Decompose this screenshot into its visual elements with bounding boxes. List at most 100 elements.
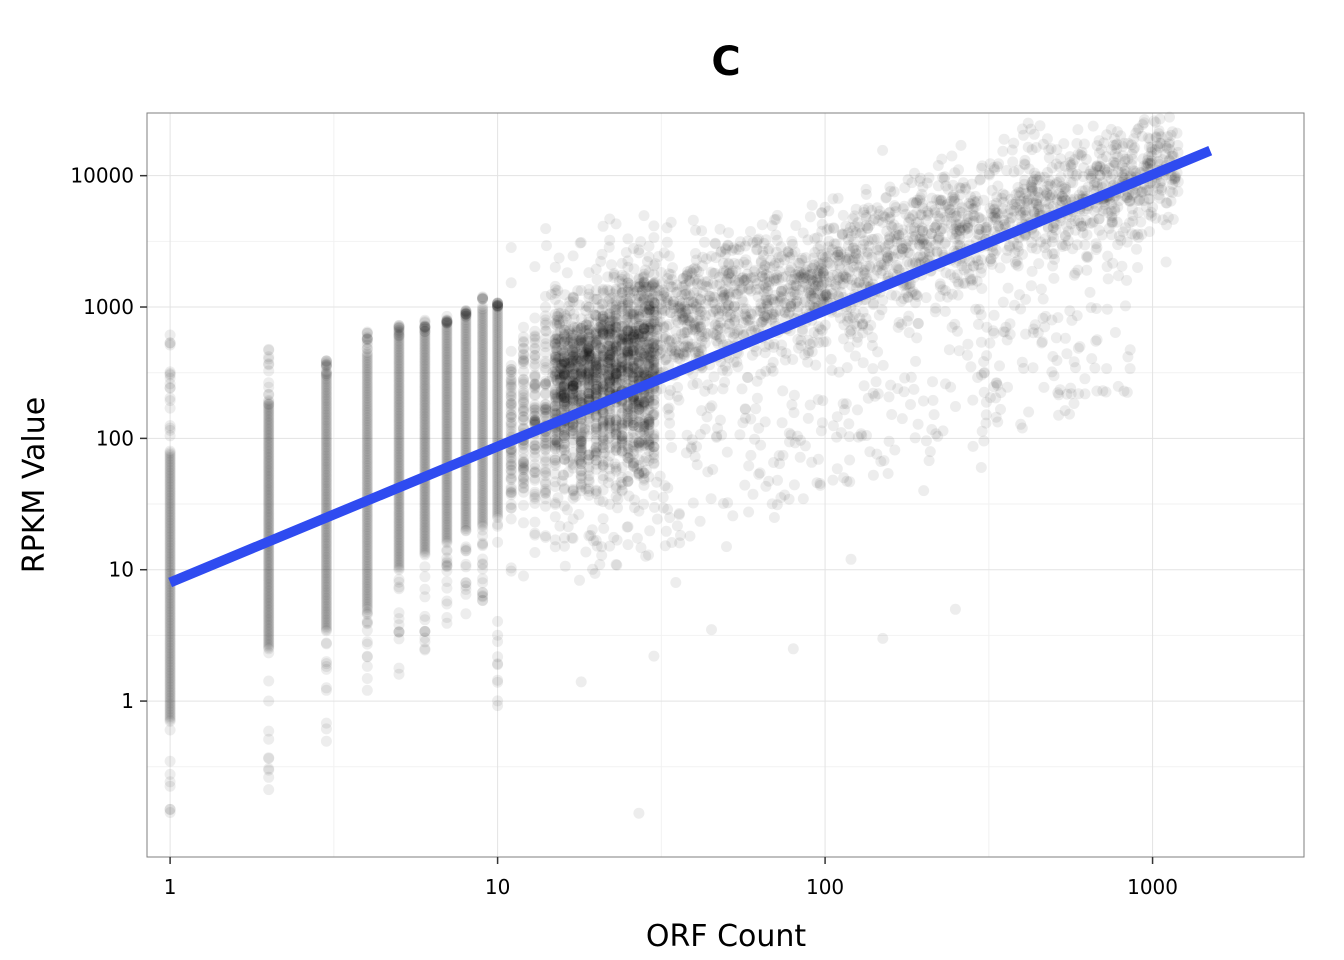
column-point	[263, 617, 275, 628]
cloud-point	[602, 284, 613, 296]
column-point	[393, 576, 405, 588]
column-point	[263, 494, 275, 506]
column-point	[361, 516, 373, 527]
column-point	[263, 596, 275, 608]
column-point	[419, 323, 431, 335]
column-point	[441, 393, 453, 405]
column-point	[320, 723, 332, 735]
column-point	[263, 549, 275, 561]
column-point	[441, 399, 453, 411]
column-point	[393, 517, 405, 529]
column-point	[164, 673, 176, 685]
column-point	[164, 511, 176, 523]
column-point	[320, 550, 332, 561]
column-point	[419, 410, 431, 422]
column-point	[320, 374, 332, 386]
column-point	[518, 365, 529, 377]
column-point	[164, 545, 176, 557]
column-point	[320, 447, 332, 459]
cloud-point	[899, 182, 911, 194]
column-point	[361, 458, 373, 469]
column-point	[361, 684, 373, 696]
column-point	[393, 429, 405, 441]
column-point	[164, 594, 176, 605]
column-point	[393, 451, 405, 463]
column-point	[518, 354, 529, 366]
column-point	[441, 441, 453, 453]
column-point	[320, 452, 332, 464]
column-point	[263, 465, 275, 477]
column-point	[164, 494, 176, 505]
cloud-point	[929, 306, 941, 318]
column-point	[164, 614, 176, 626]
column-point	[393, 551, 405, 563]
column-point	[361, 405, 373, 416]
column-point	[361, 466, 373, 478]
column-point	[441, 317, 453, 328]
column-point	[419, 325, 431, 337]
column-point	[263, 561, 275, 573]
column-point	[393, 322, 405, 334]
column-point	[540, 357, 551, 369]
column-point	[393, 619, 405, 631]
column-point	[164, 508, 176, 520]
column-point	[477, 573, 489, 585]
column-point	[263, 574, 275, 586]
column-point	[164, 587, 176, 599]
column-point	[263, 586, 275, 598]
column-point	[320, 436, 332, 448]
column-point	[419, 543, 431, 554]
column-point	[263, 513, 275, 525]
column-point	[393, 402, 405, 414]
column-point	[419, 490, 431, 501]
column-point	[164, 539, 176, 551]
column-point	[361, 368, 373, 380]
column-point	[393, 556, 405, 568]
column-point	[361, 606, 373, 618]
column-point	[393, 330, 405, 342]
column-point	[393, 329, 405, 341]
column-point	[320, 600, 332, 612]
column-point	[419, 382, 431, 394]
column-point	[361, 423, 373, 435]
column-point	[361, 582, 373, 594]
column-point	[164, 697, 176, 709]
column-point	[419, 379, 431, 391]
column-point	[164, 489, 176, 501]
column-point	[361, 362, 373, 373]
column-point	[529, 360, 541, 372]
column-point	[320, 480, 332, 492]
column-point	[263, 506, 275, 517]
column-point	[164, 592, 176, 604]
column-point	[477, 303, 489, 315]
column-point	[419, 330, 431, 342]
column-point	[460, 514, 472, 526]
column-point	[441, 417, 453, 429]
column-point	[164, 526, 176, 538]
column-point	[492, 674, 504, 686]
column-point	[393, 344, 405, 356]
column-point	[441, 325, 453, 337]
column-point	[419, 457, 431, 469]
column-point	[164, 662, 176, 674]
column-point	[263, 603, 275, 615]
column-point	[320, 562, 332, 574]
column-point	[393, 340, 405, 352]
column-point	[393, 380, 405, 392]
column-point	[320, 658, 332, 670]
column-point	[419, 321, 431, 333]
column-point	[164, 395, 176, 407]
column-point	[320, 656, 332, 668]
column-point	[164, 584, 176, 596]
column-point	[361, 509, 373, 521]
column-point	[505, 562, 517, 574]
column-point	[320, 403, 332, 415]
column-point	[361, 618, 373, 630]
column-point	[393, 324, 405, 336]
column-point	[263, 554, 275, 566]
column-point	[320, 537, 332, 549]
column-point	[320, 591, 332, 602]
column-point	[361, 578, 373, 590]
column-point	[441, 478, 453, 490]
column-point	[419, 416, 431, 428]
